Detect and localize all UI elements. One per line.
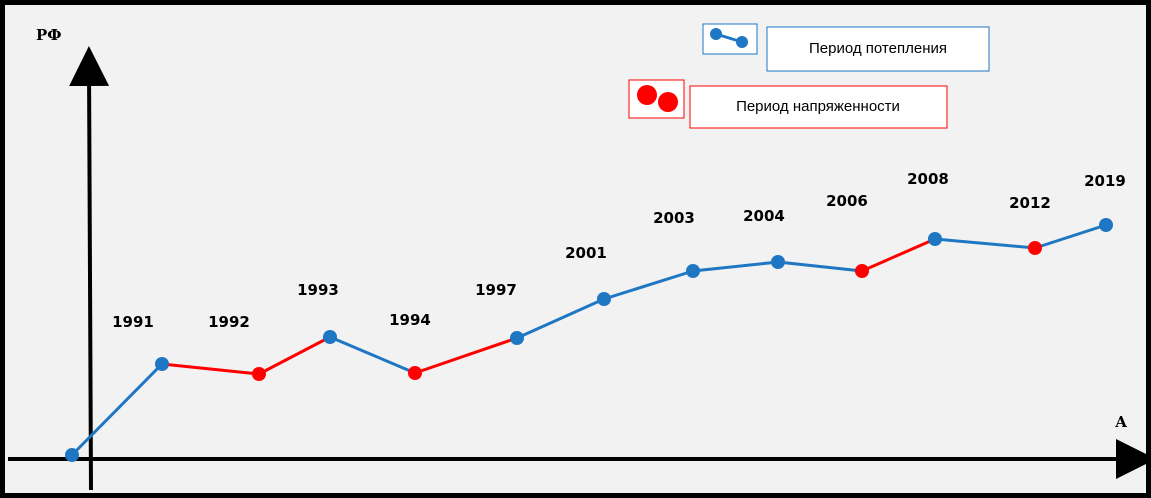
year-label: 2012 xyxy=(1009,194,1051,212)
legend-icon-dot xyxy=(658,92,678,112)
year-label: 1994 xyxy=(389,311,431,329)
point xyxy=(252,367,266,381)
segment xyxy=(516,297,605,340)
segment xyxy=(161,362,260,376)
point xyxy=(510,331,524,345)
segment xyxy=(861,237,936,273)
segment xyxy=(692,260,779,273)
legend: Период потепления Период напряженности xyxy=(628,23,990,129)
year-label: 1991 xyxy=(112,313,154,331)
segment xyxy=(934,237,1036,250)
year-label: 2008 xyxy=(907,170,949,188)
point xyxy=(928,232,942,246)
point xyxy=(1099,218,1113,232)
segment xyxy=(329,335,416,375)
segment xyxy=(258,335,331,376)
legend-label: Период потепления xyxy=(809,40,947,57)
year-label: 1993 xyxy=(297,281,339,299)
segment xyxy=(603,269,694,301)
segment xyxy=(777,260,863,273)
year-label: 1997 xyxy=(475,281,517,299)
year-label: 2004 xyxy=(743,207,785,225)
legend-box xyxy=(766,26,990,72)
legend-icon-dot xyxy=(736,36,748,48)
legend-label: Период напряженности xyxy=(736,98,900,115)
year-label: 2019 xyxy=(1084,172,1126,190)
legend-box xyxy=(689,85,948,129)
segment xyxy=(1034,223,1107,250)
point xyxy=(323,330,337,344)
y-axis xyxy=(69,46,110,491)
point xyxy=(65,448,79,462)
segment xyxy=(70,362,164,457)
x-axis-label: А xyxy=(1115,413,1128,431)
year-label: 1992 xyxy=(208,313,250,331)
year-label: 2003 xyxy=(653,209,695,227)
point xyxy=(597,292,611,306)
legend-icon-dot xyxy=(637,85,657,105)
y-axis-label: РФ xyxy=(36,26,62,44)
year-label: 2006 xyxy=(826,192,868,210)
year-label: 2001 xyxy=(565,244,607,262)
legend-icon-dot xyxy=(710,28,722,40)
point xyxy=(155,357,169,371)
segment xyxy=(414,336,518,375)
point xyxy=(408,366,422,380)
point xyxy=(1028,241,1042,255)
point xyxy=(771,255,785,269)
point xyxy=(686,264,700,278)
point xyxy=(855,264,869,278)
